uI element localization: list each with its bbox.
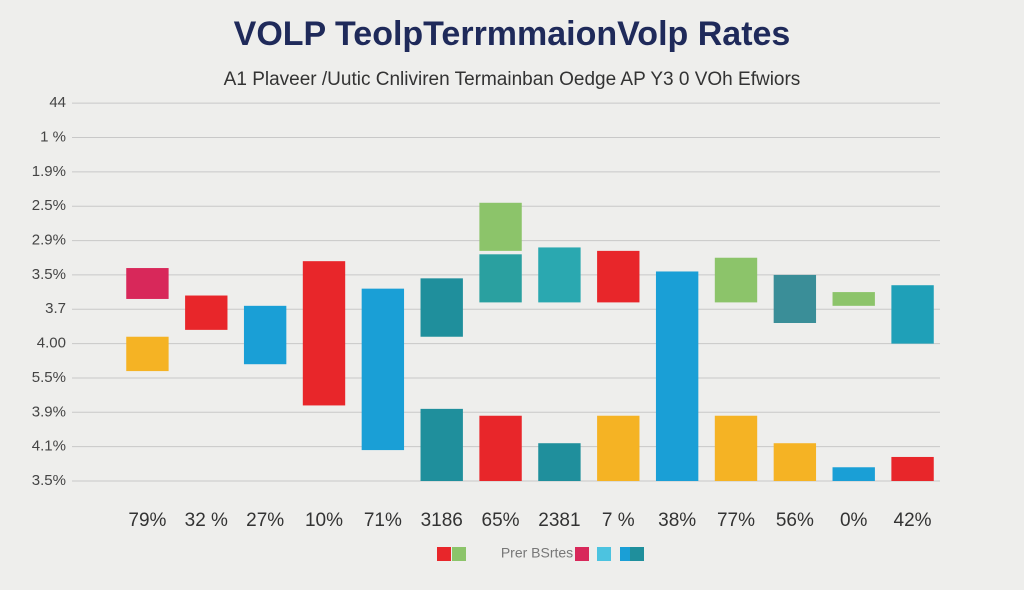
bar [597, 415, 640, 481]
bar [479, 202, 522, 251]
legend-label: Prer BSrtes [501, 545, 573, 561]
x-tick-label: 7 % [602, 510, 635, 531]
bar [714, 415, 758, 481]
bar [126, 336, 169, 372]
bar [479, 254, 522, 303]
bar [773, 443, 817, 481]
bar [597, 250, 640, 303]
bar [832, 292, 875, 306]
x-tick-label: 77% [717, 510, 755, 531]
legend-swatch [437, 547, 451, 561]
bar [891, 285, 934, 344]
x-tick-label: 10% [305, 510, 343, 531]
bar [538, 247, 581, 303]
bar [185, 295, 228, 330]
y-tick-label: 1 % [40, 128, 66, 145]
y-tick-label: 5.5% [32, 369, 66, 386]
x-tick-label: 0% [840, 510, 868, 531]
legend-swatch [575, 547, 589, 561]
y-tick-label: 3.5% [32, 266, 66, 283]
y-tick-label: 2.9% [32, 232, 66, 249]
bar [126, 268, 169, 299]
x-tick-label: 38% [658, 510, 696, 531]
bar [243, 305, 287, 365]
bar [420, 278, 463, 337]
x-tick-label: 56% [776, 510, 814, 531]
chart-subtitle: A1 Plaveer /Uutic Cnliviren Termainban O… [224, 69, 801, 90]
legend-swatch [620, 547, 630, 561]
bar [655, 271, 699, 481]
y-tick-label: 4.1% [32, 438, 66, 455]
bar [361, 288, 405, 451]
x-tick-label: 42% [894, 510, 932, 531]
x-tick-label: 2381 [538, 510, 580, 531]
y-tick-label: 1.9% [32, 163, 66, 180]
bar [420, 408, 463, 481]
x-tick-label: 27% [246, 510, 284, 531]
x-tick-label: 32 % [185, 510, 228, 531]
y-tick-label: 3.5% [32, 472, 66, 489]
x-tick-label: 3186 [421, 510, 463, 531]
x-tick-label: 71% [364, 510, 402, 531]
bar [714, 257, 758, 303]
bar [832, 467, 875, 481]
bar [773, 274, 817, 323]
bar [891, 456, 934, 481]
bar [538, 443, 581, 481]
y-tick-label: 3.7 [45, 300, 66, 317]
y-tick-label: 3.9% [32, 403, 66, 420]
chart-title: VOLP TeolpTerrmmaionVolp Rates [234, 15, 791, 53]
legend-swatch [630, 547, 644, 561]
legend-swatch [452, 547, 466, 561]
y-tick-label: 4.00 [37, 335, 66, 352]
x-tick-label: 79% [128, 510, 166, 531]
bar [302, 261, 346, 406]
y-tick-label: 44 [49, 94, 66, 111]
bar [479, 415, 522, 481]
y-tick-label: 2.5% [32, 197, 66, 214]
legend-swatch [597, 547, 611, 561]
x-tick-label: 65% [482, 510, 520, 531]
